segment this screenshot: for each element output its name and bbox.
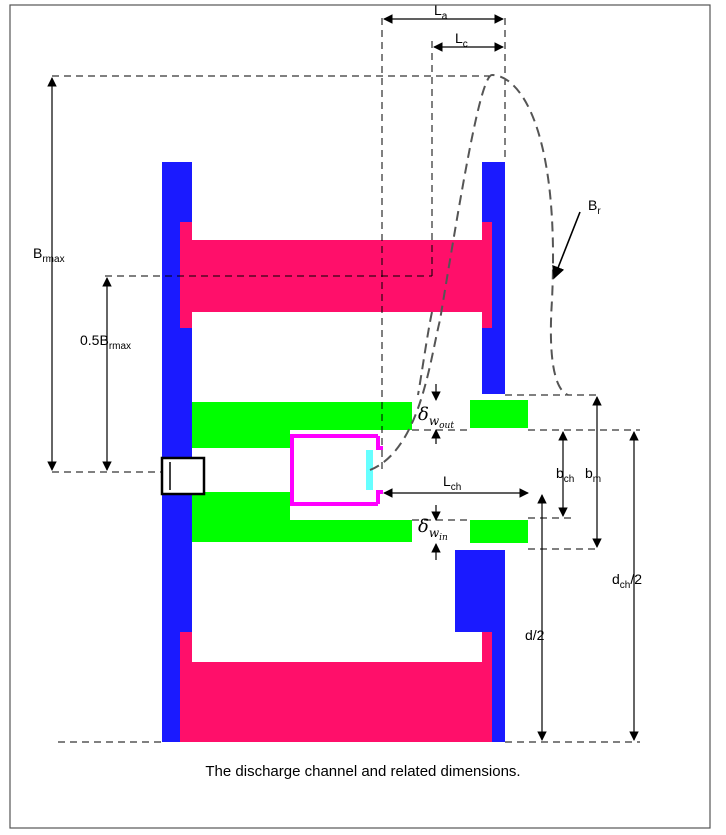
figure-caption: The discharge channel and related dimens… bbox=[205, 763, 520, 780]
label-delta-out: δwout bbox=[418, 404, 454, 431]
label-delta-in: δwin bbox=[418, 516, 448, 543]
gas-inlet bbox=[160, 456, 206, 496]
right-pole-upper bbox=[482, 162, 505, 394]
label-lc: Lc bbox=[455, 30, 468, 50]
label-br: Br bbox=[588, 197, 601, 217]
inner-wall-exit bbox=[470, 520, 528, 543]
br-curve bbox=[369, 73, 569, 471]
label-bm: bm bbox=[585, 465, 601, 485]
dimension-arrows bbox=[47, 14, 639, 741]
inner-channel-wall bbox=[192, 492, 412, 542]
label-brmax: Brmax bbox=[33, 245, 65, 265]
label-half-brmax: 0.5Brmax bbox=[80, 332, 131, 352]
anode bbox=[290, 434, 383, 506]
figure-border bbox=[9, 4, 711, 829]
label-la: La bbox=[434, 2, 448, 22]
outer-channel-wall bbox=[192, 402, 412, 448]
inner-coil bbox=[180, 632, 492, 742]
guide-lines bbox=[52, 18, 640, 743]
label-lch: Lch bbox=[443, 473, 461, 493]
label-d2: d/2 bbox=[525, 627, 545, 643]
br-curve-lower bbox=[417, 311, 433, 396]
anode-face bbox=[366, 450, 373, 490]
label-dch2: dch/2 bbox=[612, 571, 642, 591]
outer-coil bbox=[180, 222, 492, 328]
inner-pole-block bbox=[455, 550, 483, 632]
outer-wall-exit bbox=[470, 400, 528, 428]
label-bch: bch bbox=[556, 465, 574, 485]
